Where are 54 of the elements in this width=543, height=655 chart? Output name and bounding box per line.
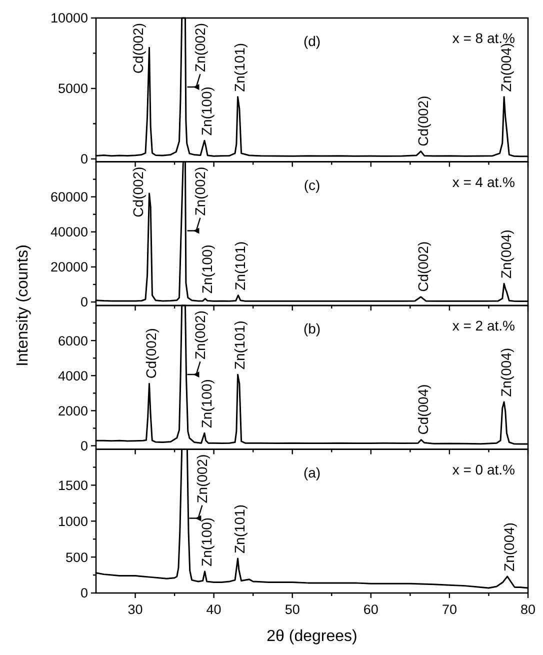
annotation: Cd(002) (130, 166, 146, 218)
text: (b) (303, 320, 321, 336)
y-axis-title: Intensity (counts) (14, 244, 32, 366)
x-tick-label: 40 (206, 602, 222, 617)
y-tick-label: 1500 (58, 478, 88, 493)
y-tick-label: 0 (80, 152, 88, 167)
y-tick-label: 20000 (50, 260, 88, 275)
annotation: Zn(002) (192, 166, 208, 216)
y-tick-label: 0 (80, 586, 88, 601)
x-axis-title: 2θ (degrees) (266, 628, 358, 645)
y-tick-label: 10000 (50, 10, 88, 26)
y-tick-label: 0 (80, 438, 88, 454)
annotation: Cd(002) (414, 241, 431, 292)
annotation: Zn(100) (198, 517, 215, 566)
text: x = 4 at.% (452, 174, 515, 190)
y-tick-label: 4000 (58, 368, 88, 384)
annotation: Zn(100) (199, 244, 216, 294)
annotation: Zn(004) (498, 42, 514, 92)
y-tick-label: 1000 (58, 514, 88, 529)
y-tick-label: 2000 (58, 403, 88, 418)
annotation: Zn(101) (232, 320, 248, 370)
y-tick-label: 5000 (58, 81, 88, 96)
line-series (95, 17, 529, 158)
x-tick-label: 60 (363, 602, 378, 617)
annotation: Zn(100) (198, 379, 214, 428)
annotation: Zn(004) (498, 348, 514, 397)
x-tick-label: 70 (442, 602, 457, 617)
annotation: Cd(002) (130, 22, 146, 74)
annotation: Cd(002) (143, 328, 160, 379)
annotation: Zn(002) (192, 310, 208, 360)
x-tick-label: 80 (520, 602, 536, 617)
annotation: Zn(101) (232, 42, 248, 92)
annotation: Zn(004) (498, 230, 514, 279)
annotation: Zn(101) (232, 504, 248, 554)
annotation: Zn(004) (501, 522, 518, 572)
line-series (95, 304, 529, 445)
y-tick-label: 0 (80, 294, 88, 310)
text: x = 0 at.% (452, 461, 515, 478)
annotation: Cd(004) (415, 384, 432, 435)
x-tick-label: 50 (284, 602, 300, 617)
annotation: Zn(101) (232, 241, 248, 290)
annotation: Zn(100) (198, 86, 214, 136)
y-tick-label: 500 (65, 550, 88, 565)
text: (c) (304, 176, 320, 193)
x-tick-label: 30 (128, 602, 143, 617)
annotation: Cd(002) (414, 96, 431, 146)
annotation: Zn(002) (192, 22, 208, 72)
y-tick-label: 60000 (50, 190, 88, 205)
y-tick-label: 6000 (58, 333, 88, 348)
annotation: Zn(002) (194, 454, 210, 504)
y-tick-label: 40000 (50, 224, 88, 240)
text: x = 2 at.% (452, 318, 515, 334)
text: (d) (303, 33, 321, 49)
text: (a) (303, 464, 321, 480)
